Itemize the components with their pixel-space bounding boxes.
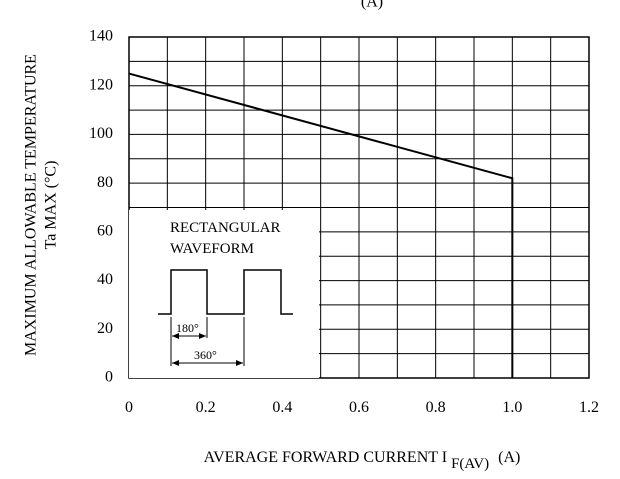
y-tick-label: 120 [89,76,113,93]
y-tick-label: 20 [97,320,113,337]
inset-label-line1: RECTANGULAR [170,220,280,236]
dim-360-arrow-right [236,360,243,366]
x-axis-title-main: AVERAGE FORWARD CURRENT I [204,449,447,466]
y-tick-label: 0 [105,369,113,386]
x-tick-label: 0.6 [349,399,369,416]
y-tick-label: 80 [97,174,113,191]
x-tick-label: 0.8 [426,399,446,416]
dim-360-arrow-left [172,360,179,366]
x-axis-title-subscript: F(AV) [451,456,489,472]
plot-border [128,36,590,379]
chart-title-fragment: (A) [361,0,383,11]
dim-180-arrow-right [199,333,206,339]
y-tick-label: 40 [97,271,113,288]
y-axis-title-line2: Ta MAX (°C) [43,161,60,250]
inset-label-line2: WAVEFORM [170,241,254,257]
x-tick-label: 0 [125,399,133,416]
plot-frame [128,36,590,379]
waveform-inset: RECTANGULAR WAVEFORM 180° 360° [158,220,293,366]
y-axis-title: MAXIMUM ALLOWABLE TEMPERATURE Ta MAX (°C… [23,54,60,356]
dim-360-label: 360° [194,348,217,362]
dim-180-arrow-left [172,333,179,339]
derating-curve [128,72,514,378]
x-tick-label: 0.4 [272,399,292,416]
y-tick-label: 140 [89,28,113,45]
series-layer [128,72,514,378]
x-tick-label: 0.2 [196,399,216,416]
x-axis-title: AVERAGE FORWARD CURRENT I F(AV) (A) [204,449,521,472]
y-tick-label: 100 [89,125,113,142]
y-axis-title-line1: MAXIMUM ALLOWABLE TEMPERATURE [23,54,40,356]
waveform-icon [158,269,293,315]
y-tick-label: 60 [97,223,113,240]
x-tick-label: 1.2 [579,399,599,416]
x-tick-labels: 0 0.2 0.4 0.6 0.8 1.0 1.2 [125,399,599,416]
dim-180-label: 180° [176,321,199,335]
x-tick-label: 1.0 [502,399,522,416]
inset-panel [129,210,319,378]
y-tick-labels: 0 20 40 60 80 100 120 140 [89,28,113,386]
x-axis-title-unit: (A) [498,449,520,466]
